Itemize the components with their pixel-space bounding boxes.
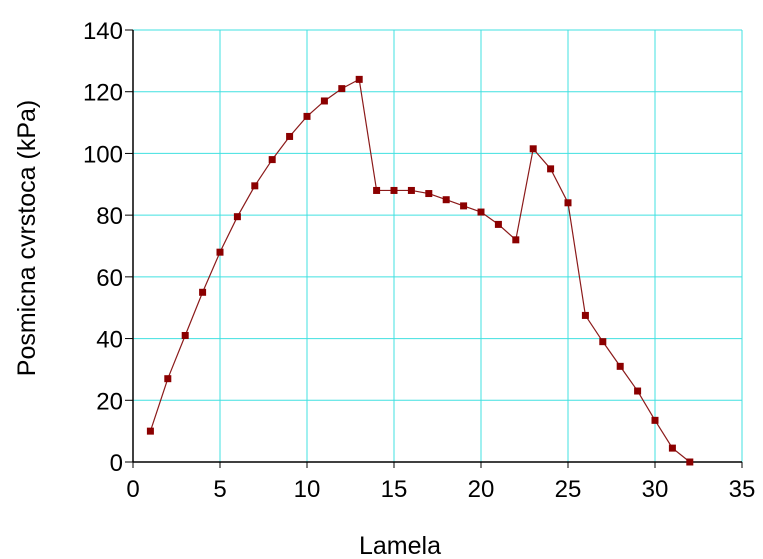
data-point xyxy=(634,387,642,395)
data-point xyxy=(268,156,276,164)
data-point xyxy=(564,199,572,207)
data-point xyxy=(512,236,520,244)
x-axis-label: Lamela xyxy=(359,532,441,559)
data-point xyxy=(338,85,346,93)
data-point xyxy=(286,132,294,140)
data-point xyxy=(164,375,172,383)
x-tick-label: 25 xyxy=(555,476,582,503)
data-point xyxy=(651,416,659,424)
y-tick-label: 60 xyxy=(96,265,123,292)
y-tick-label: 20 xyxy=(96,388,123,415)
data-point xyxy=(529,145,537,153)
y-axis-label: Posmicna cvrstoca (kPa) xyxy=(13,100,41,376)
data-point xyxy=(407,186,415,194)
tick-labels: 0 5 10 15 20 25 30 35 0 20 40 60 80 100 120 140 xyxy=(83,18,755,503)
data-point xyxy=(668,444,676,452)
y-tick-label: 140 xyxy=(83,18,123,45)
data-point xyxy=(216,248,224,256)
data-point xyxy=(355,75,363,83)
data-point xyxy=(460,202,468,210)
data-point xyxy=(233,213,241,221)
data-point xyxy=(303,112,311,120)
y-tick-label: 40 xyxy=(96,327,123,354)
data-point xyxy=(181,331,189,339)
series-line xyxy=(149,78,691,463)
data-point xyxy=(581,311,589,319)
x-tick-label: 30 xyxy=(642,476,669,503)
x-tick-label: 5 xyxy=(213,476,226,503)
y-tick-label: 80 xyxy=(96,203,123,230)
data-point xyxy=(373,186,381,194)
data-point xyxy=(442,196,450,204)
grid-lines xyxy=(133,29,743,462)
x-tick-label: 10 xyxy=(294,476,321,503)
axes xyxy=(125,29,743,468)
data-point xyxy=(547,165,555,173)
data-point xyxy=(425,190,433,198)
x-tick-label: 35 xyxy=(729,476,756,503)
x-tick-label: 15 xyxy=(381,476,408,503)
y-tick-label: 0 xyxy=(110,450,123,477)
x-tick-label: 0 xyxy=(126,476,139,503)
data-point xyxy=(686,458,694,466)
series-group xyxy=(146,75,694,466)
data-point xyxy=(477,208,485,216)
data-point xyxy=(494,220,502,228)
data-point xyxy=(616,362,624,370)
data-point xyxy=(199,288,207,296)
data-point xyxy=(599,338,607,346)
y-tick-label: 120 xyxy=(83,80,123,107)
y-tick-label: 100 xyxy=(83,141,123,168)
data-point xyxy=(251,182,259,190)
data-point xyxy=(146,427,154,435)
x-tick-label: 20 xyxy=(468,476,495,503)
data-point xyxy=(390,186,398,194)
data-point xyxy=(320,97,328,105)
